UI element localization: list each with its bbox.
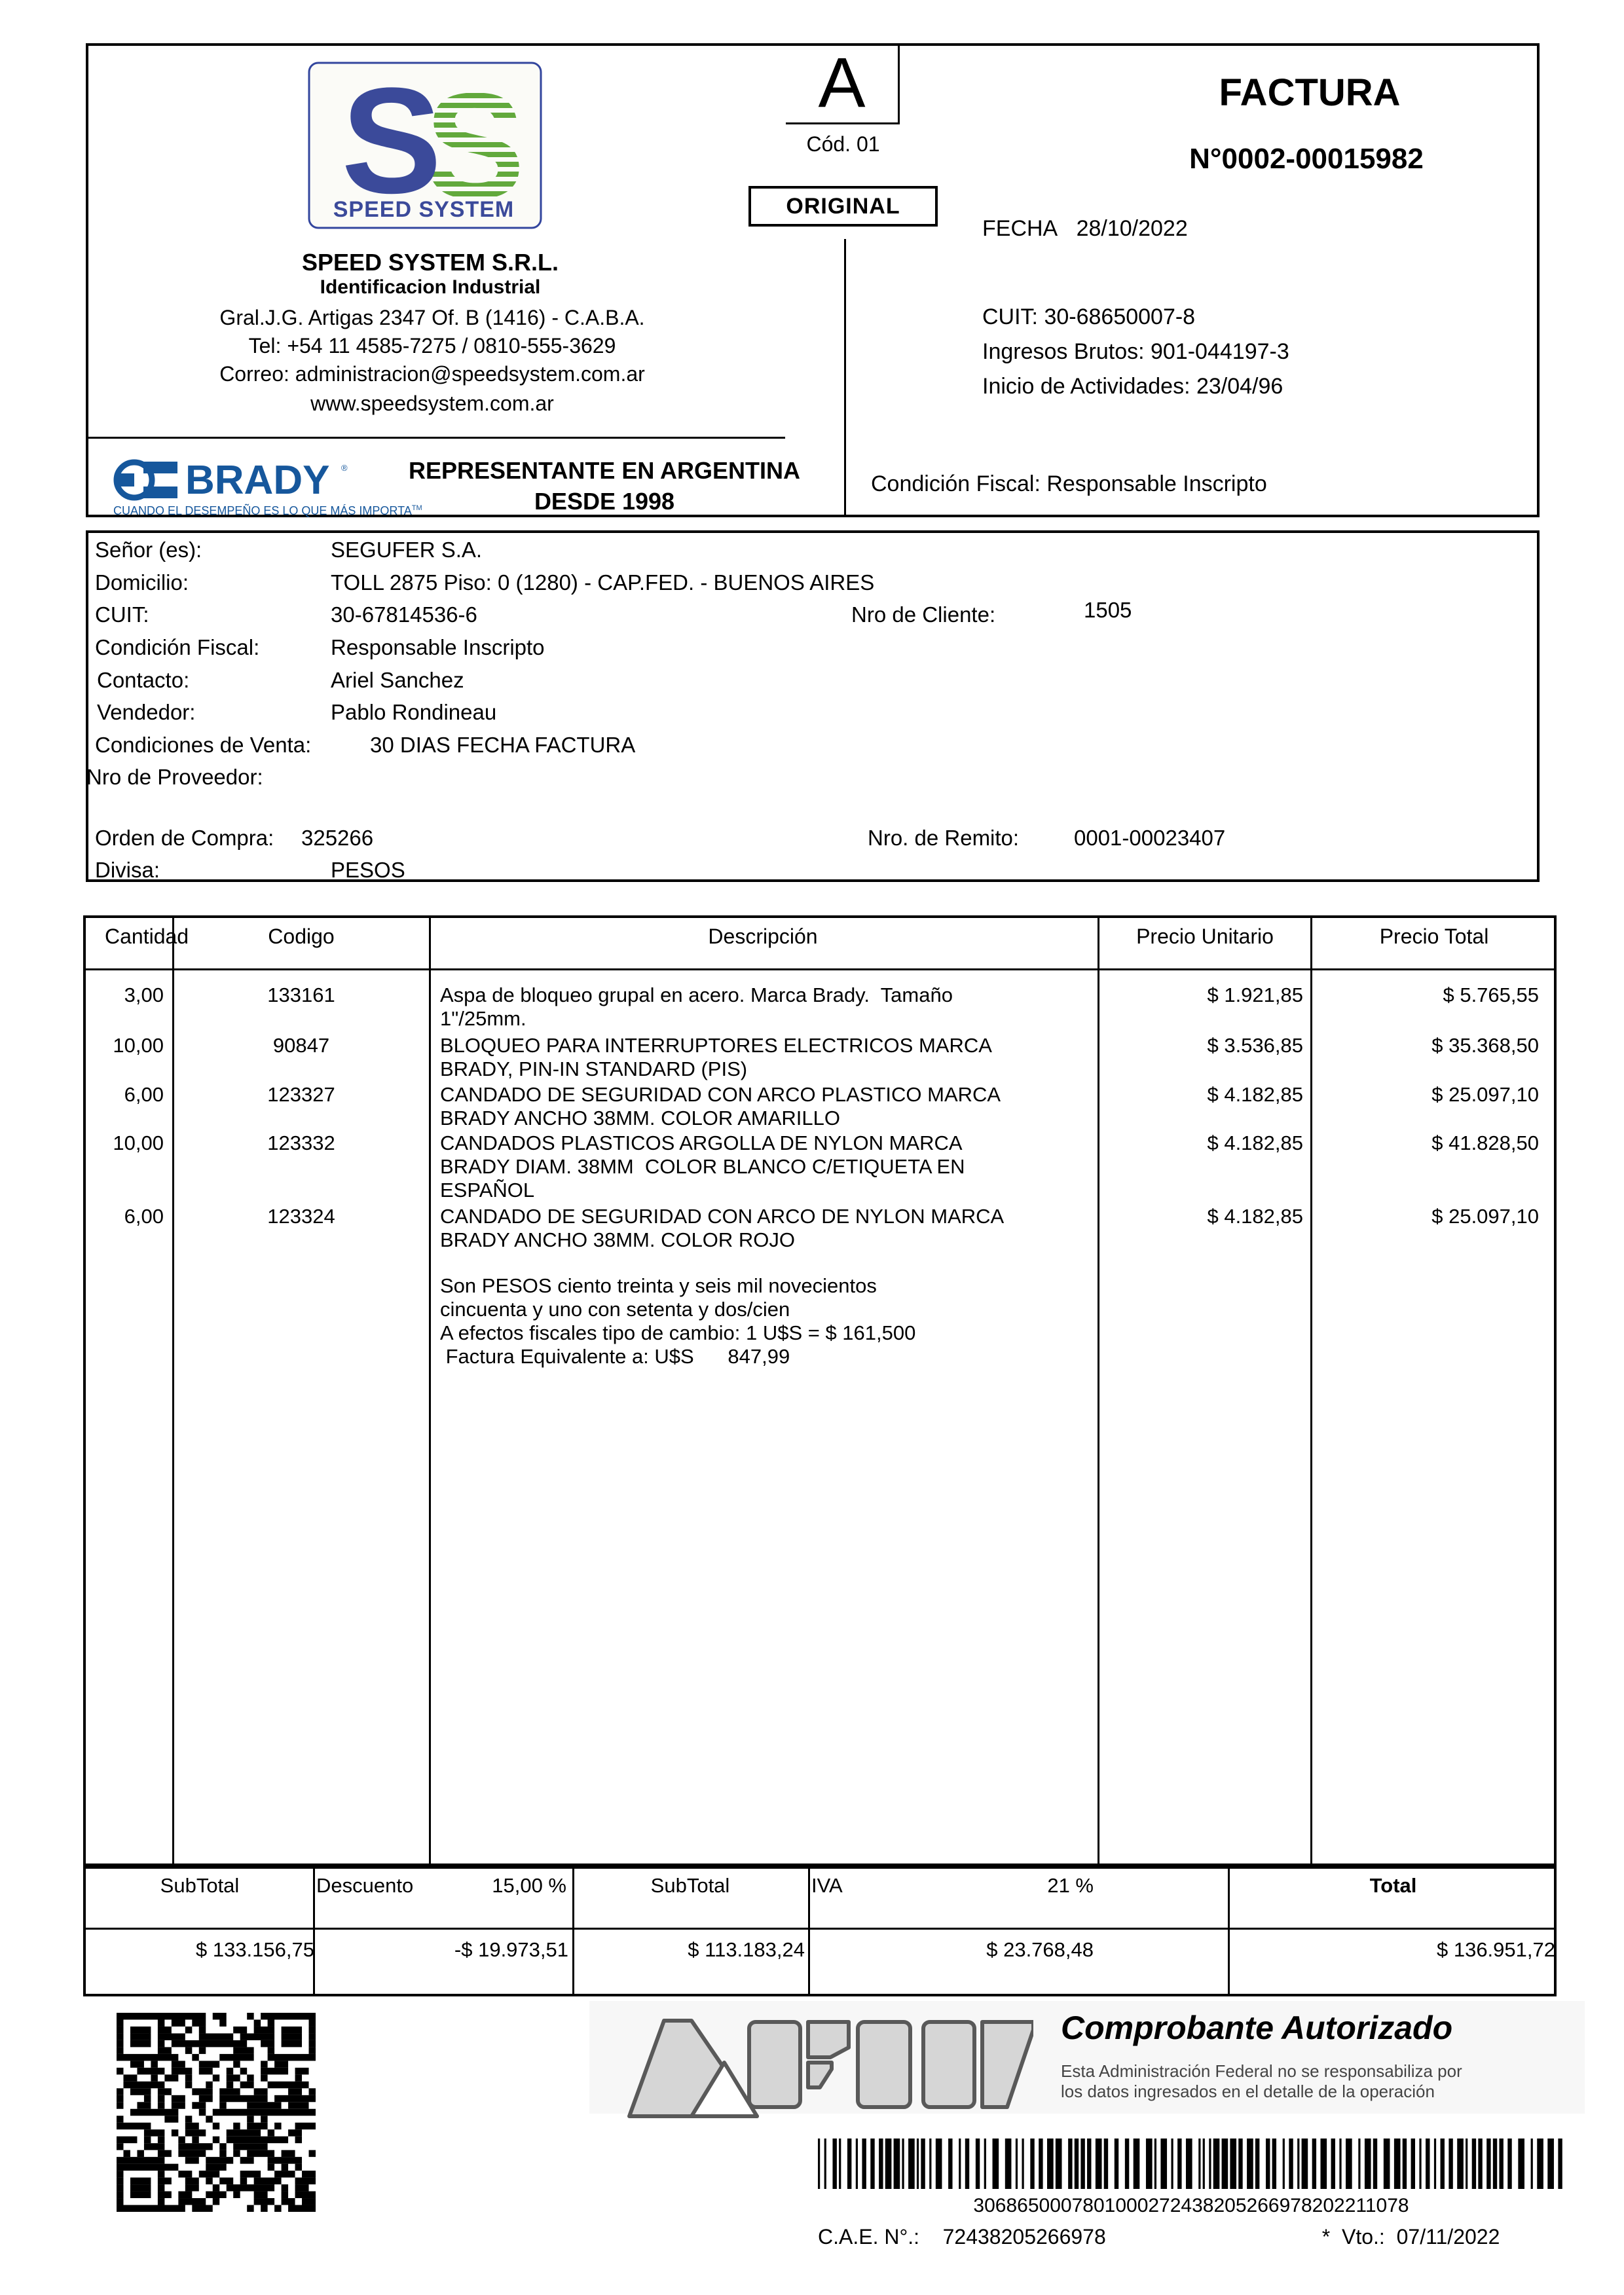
svg-text:SPEED SYSTEM: SPEED SYSTEM [333, 197, 515, 222]
svg-text:®: ® [341, 463, 348, 473]
svg-text:BRADY: BRADY [185, 459, 329, 502]
